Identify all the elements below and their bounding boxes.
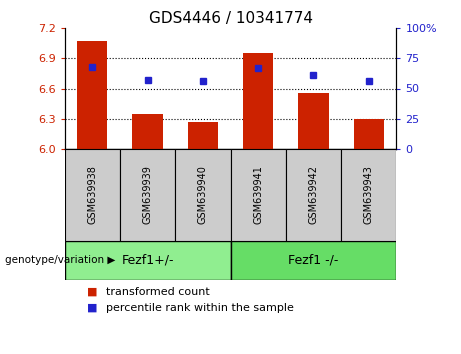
Bar [341, 149, 396, 241]
Bar [65, 149, 120, 241]
Bar [230, 149, 286, 241]
Text: ■: ■ [87, 303, 97, 313]
Text: GSM639940: GSM639940 [198, 165, 208, 224]
Bar [132, 114, 163, 149]
Bar [243, 53, 273, 149]
Text: GSM639941: GSM639941 [253, 165, 263, 224]
Text: Fezf1+/-: Fezf1+/- [121, 254, 174, 267]
Text: ■: ■ [87, 287, 97, 297]
Text: percentile rank within the sample: percentile rank within the sample [106, 303, 294, 313]
Bar [188, 122, 218, 149]
Text: Fezf1 -/-: Fezf1 -/- [288, 254, 339, 267]
Bar [175, 149, 230, 241]
Text: GSM639938: GSM639938 [87, 165, 97, 224]
Bar [120, 149, 175, 241]
Bar [230, 241, 396, 280]
Bar [354, 119, 384, 149]
Text: GSM639943: GSM639943 [364, 165, 374, 224]
Text: genotype/variation ▶: genotype/variation ▶ [5, 255, 115, 265]
Bar [298, 92, 329, 149]
Text: GDS4446 / 10341774: GDS4446 / 10341774 [148, 11, 313, 25]
Bar [77, 41, 107, 149]
Text: GSM639942: GSM639942 [308, 165, 319, 224]
Bar [286, 149, 341, 241]
Bar [65, 241, 230, 280]
Text: transformed count: transformed count [106, 287, 210, 297]
Text: GSM639939: GSM639939 [142, 165, 153, 224]
